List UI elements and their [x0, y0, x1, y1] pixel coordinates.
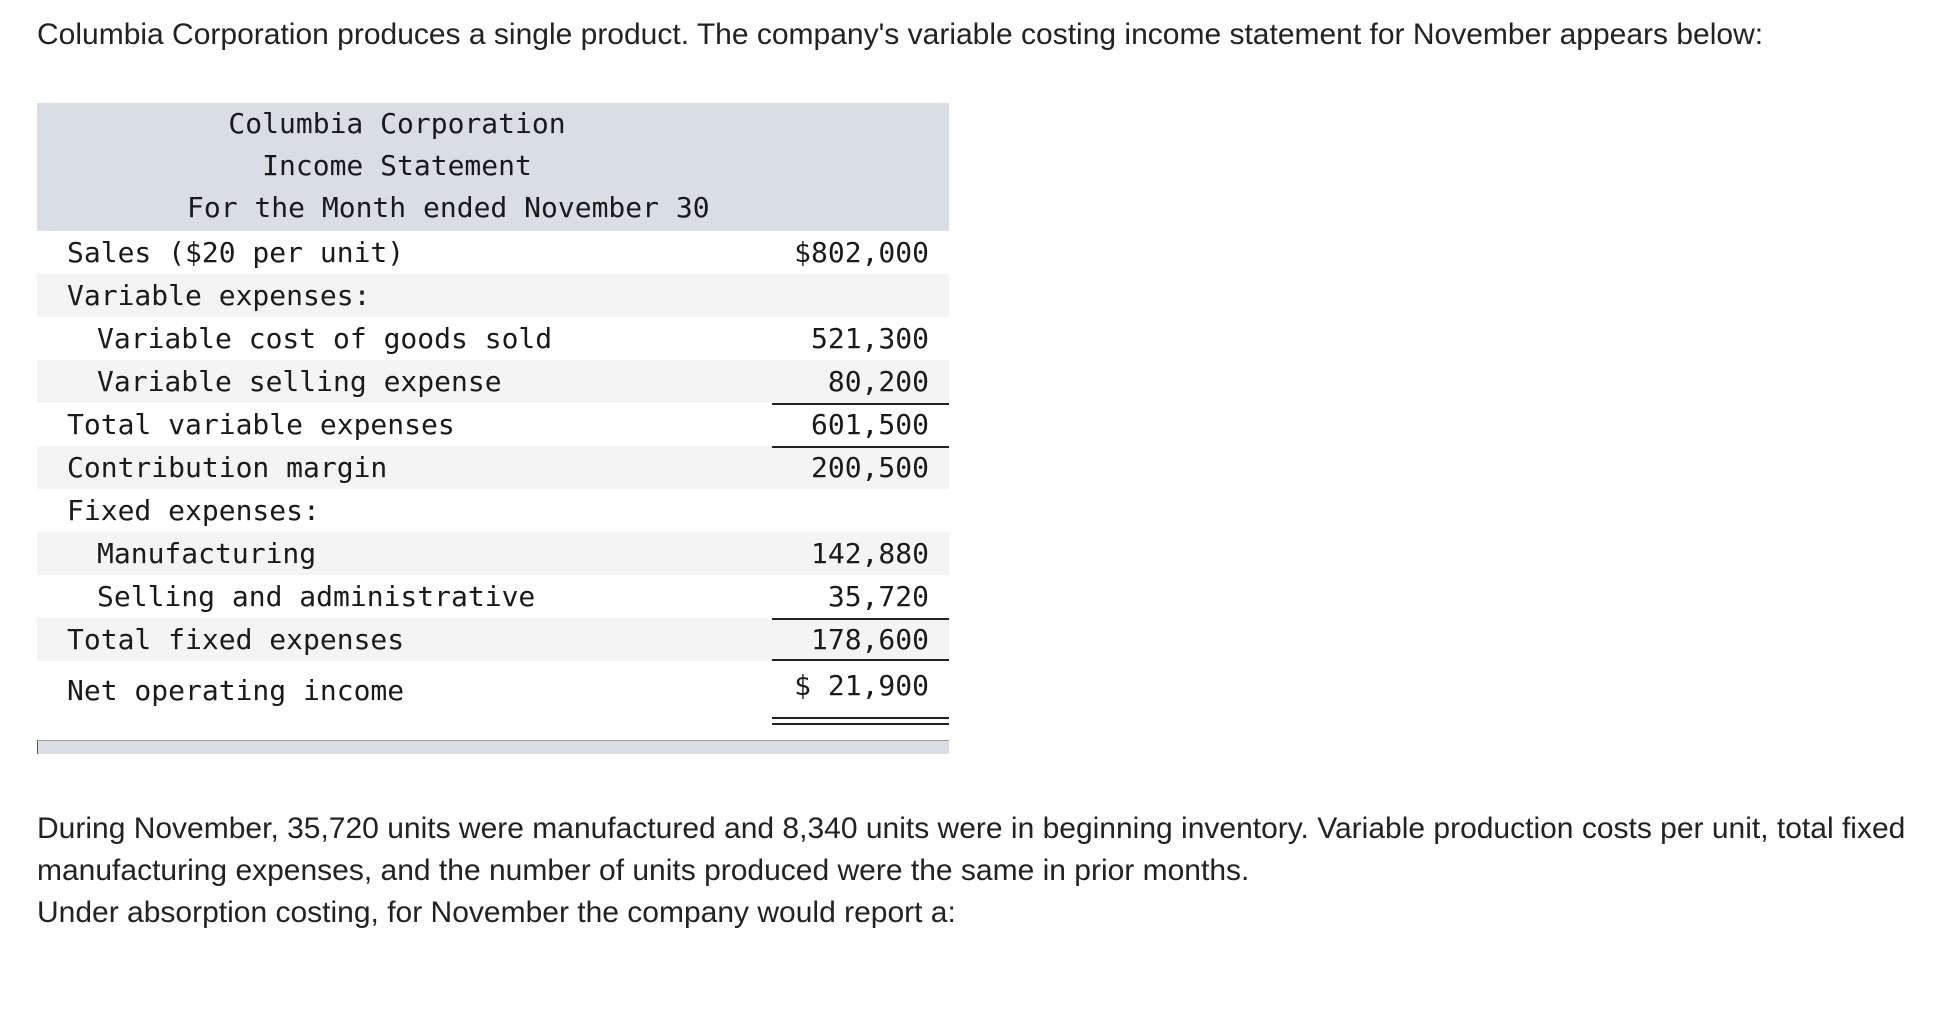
footer-tick [37, 741, 38, 754]
statement-footer-bar [37, 740, 949, 754]
row-label: Sales ($20 per unit) [67, 236, 405, 269]
row-label: Selling and administrative [97, 580, 536, 613]
question-paragraph: Under absorption costing, for November t… [37, 896, 956, 929]
row-label: Manufacturing [97, 537, 317, 570]
row-amount: 142,880 [810, 537, 929, 570]
double-underline [772, 717, 949, 725]
row-amount: 178,600 [810, 623, 929, 656]
row-label: Total variable expenses [67, 408, 455, 441]
row-variable-expenses-heading: Variable expenses: [37, 274, 949, 317]
row-amount: 521,300 [810, 322, 929, 355]
row-label: Net operating income [67, 674, 405, 707]
scenario-paragraph: During November, 35,720 units were manuf… [37, 812, 1906, 887]
row-sales: Sales ($20 per unit) $802,000 [37, 231, 949, 274]
row-fixed-manufacturing: Manufacturing 142,880 [37, 532, 949, 575]
intro-paragraph: Columbia Corporation produces a single p… [37, 18, 1764, 51]
subtotal-rule [772, 446, 949, 448]
row-label: Total fixed expenses [67, 623, 405, 656]
row-net-operating-income: Net operating income $ 21,900 [37, 661, 949, 725]
income-statement-table: Columbia Corporation Income Statement Fo… [37, 103, 949, 754]
row-total-fixed-expenses: Total fixed expenses 178,600 [37, 618, 949, 661]
subtotal-rule [772, 403, 949, 405]
row-amount: $802,000 [794, 236, 929, 269]
subtotal-rule [772, 618, 949, 620]
statement-company: Columbia Corporation [228, 107, 566, 140]
row-amount: 80,200 [827, 365, 929, 398]
row-amount: 35,720 [827, 580, 929, 613]
row-amount: 601,500 [810, 408, 929, 441]
row-amount: 200,500 [810, 451, 929, 484]
row-label: Fixed expenses: [67, 494, 320, 527]
subtotal-rule [772, 659, 949, 661]
row-variable-selling: Variable selling expense 80,200 [37, 360, 949, 403]
row-label: Variable selling expense [97, 365, 502, 398]
row-contribution-margin: Contribution margin 200,500 [37, 446, 949, 489]
row-variable-cogs: Variable cost of goods sold 521,300 [37, 317, 949, 360]
row-fixed-selling-admin: Selling and administrative 35,720 [37, 575, 949, 618]
row-amount: $ 21,900 [794, 669, 929, 702]
statement-header: Columbia Corporation Income Statement Fo… [37, 103, 949, 231]
statement-title: Income Statement [262, 149, 532, 182]
row-label: Variable expenses: [67, 279, 371, 312]
row-label: Contribution margin [67, 451, 388, 484]
row-label: Variable cost of goods sold [97, 322, 553, 355]
row-fixed-expenses-heading: Fixed expenses: [37, 489, 949, 532]
statement-period: For the Month ended November 30 [187, 191, 710, 224]
row-total-variable-expenses: Total variable expenses 601,500 [37, 403, 949, 446]
